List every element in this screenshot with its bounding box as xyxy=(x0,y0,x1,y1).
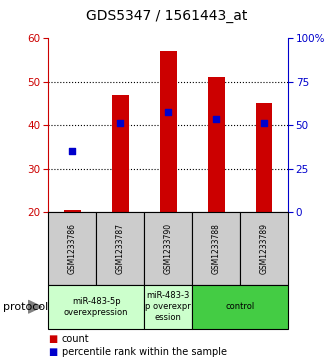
Text: miR-483-5p
overexpression: miR-483-5p overexpression xyxy=(64,297,129,317)
Text: GSM1233788: GSM1233788 xyxy=(211,223,221,274)
Bar xyxy=(256,103,272,212)
Text: GSM1233786: GSM1233786 xyxy=(68,223,77,274)
Text: GSM1233789: GSM1233789 xyxy=(259,223,269,274)
Bar xyxy=(64,210,81,212)
Point xyxy=(70,148,75,154)
Text: GSM1233787: GSM1233787 xyxy=(116,223,125,274)
Polygon shape xyxy=(28,301,42,313)
Point xyxy=(261,120,267,126)
Point xyxy=(166,109,171,115)
Point xyxy=(213,116,219,122)
Text: GDS5347 / 1561443_at: GDS5347 / 1561443_at xyxy=(86,9,247,23)
Text: percentile rank within the sample: percentile rank within the sample xyxy=(62,347,226,357)
Text: ■: ■ xyxy=(48,347,58,357)
Text: GSM1233790: GSM1233790 xyxy=(164,223,173,274)
Text: protocol: protocol xyxy=(3,302,49,312)
Text: count: count xyxy=(62,334,89,344)
Bar xyxy=(208,77,224,212)
Text: control: control xyxy=(225,302,255,311)
Bar xyxy=(160,51,176,212)
Bar xyxy=(112,95,129,212)
Point xyxy=(118,120,123,126)
Text: miR-483-3
p overexpr
ession: miR-483-3 p overexpr ession xyxy=(145,291,191,322)
Text: ■: ■ xyxy=(48,334,58,344)
